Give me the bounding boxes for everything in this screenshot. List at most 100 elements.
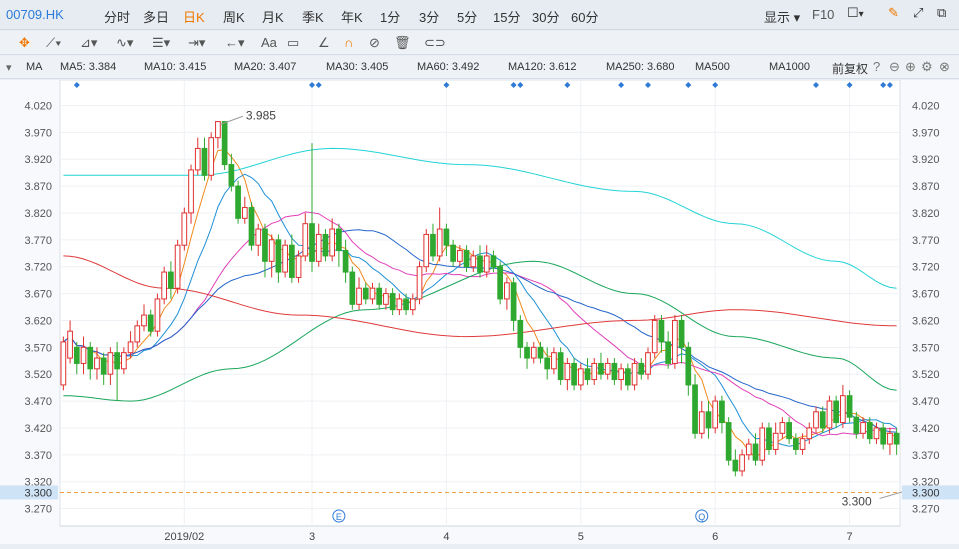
- event-marker-glyph: Q: [698, 512, 705, 522]
- link-icon[interactable]: ⊂⊃: [424, 35, 446, 50]
- candle-up: [409, 298, 416, 311]
- candle-up: [67, 330, 73, 359]
- gear-icon[interactable]: ⚙: [921, 59, 933, 74]
- event-marker-dot: [685, 82, 692, 88]
- crosshair-icon[interactable]: ✥: [19, 35, 30, 50]
- low-price-annotation: 3.300: [842, 494, 872, 508]
- tab-30min[interactable]: 30分: [532, 10, 560, 25]
- candle-down: [524, 346, 530, 359]
- candle-down: [880, 427, 887, 445]
- candle-up: [631, 362, 638, 386]
- candle-up: [329, 228, 336, 257]
- tab-multi-day[interactable]: 多日: [143, 10, 170, 25]
- candle-down: [450, 244, 456, 262]
- tab-15min[interactable]: 15分: [493, 10, 521, 25]
- wave-tool-icon[interactable]: ∿▾: [116, 35, 134, 50]
- popout-icon[interactable]: ⧉: [937, 5, 947, 20]
- magnet-icon[interactable]: ∩: [344, 35, 354, 50]
- candle-up: [504, 282, 510, 300]
- candle-up: [60, 341, 67, 386]
- f10-button[interactable]: F10: [812, 7, 835, 22]
- text-tool-icon[interactable]: Aa: [261, 35, 277, 50]
- candle-up: [672, 319, 678, 364]
- ma500-label: MA500: [695, 61, 730, 73]
- candle-down: [517, 319, 524, 348]
- tab-quarterly-k[interactable]: 季K: [302, 10, 324, 25]
- y-tick-label-right: 3.920: [912, 154, 940, 166]
- candle-down: [114, 352, 120, 370]
- tab-60min[interactable]: 60分: [571, 10, 599, 25]
- event-marker-dot: [880, 82, 887, 88]
- y-tick-label-left: 3.920: [24, 154, 52, 166]
- tab-daily-k[interactable]: 日K: [183, 10, 205, 25]
- candle-up: [551, 352, 557, 370]
- candle-up: [604, 362, 611, 375]
- close-icon[interactable]: ⊗: [939, 59, 950, 74]
- adjust-button[interactable]: 前复权: [832, 62, 869, 76]
- ma250-value: MA250: 3.680: [606, 61, 675, 73]
- candle-up: [772, 432, 779, 450]
- tab-monthly-k[interactable]: 月K: [262, 10, 284, 25]
- tab-1min[interactable]: 1分: [380, 10, 401, 25]
- ma30-value: MA30: 3.405: [326, 61, 389, 73]
- collapse-icon[interactable]: ▾: [6, 62, 12, 74]
- candle-down: [658, 319, 665, 343]
- tab-3min[interactable]: 3分: [419, 10, 440, 25]
- minus-icon[interactable]: ⊖: [889, 59, 900, 74]
- candle-up: [873, 427, 880, 440]
- candle-down: [477, 255, 483, 273]
- fib-tool-icon[interactable]: ☰▾: [152, 35, 171, 50]
- candle-down: [705, 411, 712, 429]
- y-tick-label-left: 4.020: [24, 100, 52, 112]
- candle-up: [739, 454, 745, 472]
- event-marker-dot: [618, 82, 625, 88]
- candle-down: [73, 346, 80, 364]
- y-tick-label-right: 3.370: [912, 450, 940, 462]
- y-tick-label-left: 3.620: [24, 315, 52, 327]
- display-menu[interactable]: 显示 ▾: [764, 7, 800, 26]
- ma20-value: MA20: 3.407: [234, 61, 297, 73]
- y-tick-label-left: 3.370: [24, 450, 52, 462]
- tab-weekly-k[interactable]: 周K: [223, 10, 245, 25]
- symbol-label[interactable]: 00709.HK: [6, 7, 64, 22]
- tab-minute[interactable]: 分时: [104, 10, 131, 25]
- candle-up: [208, 137, 215, 176]
- candle-up: [107, 352, 114, 375]
- channel-tool-icon[interactable]: ⊿▾: [80, 35, 98, 50]
- candle-down: [309, 223, 315, 262]
- tab-yearly-k[interactable]: 年K: [341, 10, 363, 25]
- candle-down: [846, 395, 853, 418]
- plus-icon[interactable]: ⊕: [905, 59, 916, 74]
- candlestick-chart[interactable]: 4.020 4.020 3.970 3.970 3.920 3.920 3.870 3.870…: [0, 79, 959, 544]
- candle-down: [584, 368, 591, 381]
- candle-down: [201, 147, 208, 176]
- candle-down: [692, 384, 698, 434]
- ruler-icon[interactable]: ∠: [318, 35, 330, 50]
- candle-down: [638, 362, 645, 375]
- tab-5min[interactable]: 5分: [457, 10, 478, 25]
- chart-area[interactable]: 4.020 4.020 3.970 3.970 3.920 3.920 3.870 3.870…: [0, 79, 959, 544]
- event-marker-dot: [73, 82, 80, 88]
- hide-drawings-icon[interactable]: ⊘: [369, 35, 380, 50]
- candle-up: [577, 368, 584, 386]
- y-tick-label-left: 3.520: [24, 369, 52, 381]
- candle-down: [598, 362, 604, 375]
- line-tool-icon[interactable]: ⟋▾: [46, 35, 62, 50]
- fullscreen-icon[interactable]: ⤢: [913, 5, 924, 20]
- indicator-label[interactable]: MA: [26, 61, 43, 73]
- candle-up: [645, 352, 651, 375]
- draw-icon[interactable]: ✎: [888, 5, 899, 20]
- x-tick-label: 4: [443, 531, 449, 543]
- layout-icon[interactable]: ☐▾: [847, 5, 864, 20]
- y-tick-label-left: 3.820: [24, 208, 52, 220]
- help-icon[interactable]: ?: [873, 59, 881, 74]
- candle-down: [497, 266, 504, 300]
- candle-down: [168, 271, 174, 289]
- arrow-tool-icon[interactable]: ←▾: [225, 35, 245, 50]
- candle-down: [248, 207, 255, 246]
- comment-tool-icon[interactable]: ▭: [287, 35, 300, 50]
- range-tool-icon[interactable]: ⇥▾: [188, 35, 206, 50]
- candle-up: [436, 228, 443, 257]
- trash-icon[interactable]: 🗑: [394, 35, 411, 50]
- candle-down: [786, 422, 792, 440]
